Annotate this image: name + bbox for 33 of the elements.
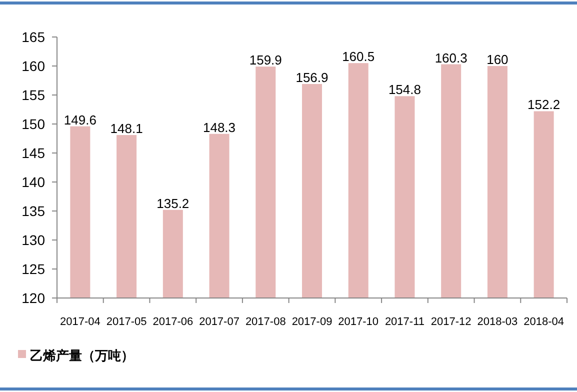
x-tick-label: 2017-09 [292,316,332,328]
y-tick-label: 125 [22,261,46,277]
x-tick-label: 2017-10 [338,316,379,328]
x-tick-label: 2017-05 [106,316,147,328]
data-label: 149.6 [64,112,96,128]
y-tick-label: 120 [22,290,46,306]
x-tick-label: 2018-03 [477,316,518,328]
y-tick-label: 160 [22,58,46,74]
y-tick-label: 135 [22,203,46,219]
y-tick-label: 145 [22,145,46,161]
y-tick-label: 150 [22,116,46,132]
x-tick-label: 2017-07 [199,316,240,328]
x-tick-label: 2017-04 [60,316,100,328]
x-tick-label: 2017-11 [384,316,425,328]
data-label: 160.5 [342,49,375,64]
x-tick-label: 2017-06 [152,316,194,328]
data-label: 135.2 [156,196,190,211]
data-label: 148.3 [203,120,236,135]
x-tick-label: 2017-08 [245,316,286,328]
y-tick-label: 165 [22,29,46,45]
data-label: 154.8 [388,82,421,98]
x-tick-label: 2017-12 [430,316,472,328]
y-tick-label: 130 [22,232,46,248]
data-label: 148.1 [110,121,143,136]
y-tick-label: 155 [22,87,46,103]
data-label: 156.9 [296,70,328,85]
legend-label: 乙烯产量（万吨） [30,348,134,363]
data-label: 160 [486,52,508,67]
x-tick-label: 2018-04 [524,316,564,328]
y-tick-label: 140 [22,174,46,190]
data-label: 159.9 [249,52,282,68]
data-label: 152.2 [528,97,560,112]
data-label: 160.3 [434,50,468,66]
